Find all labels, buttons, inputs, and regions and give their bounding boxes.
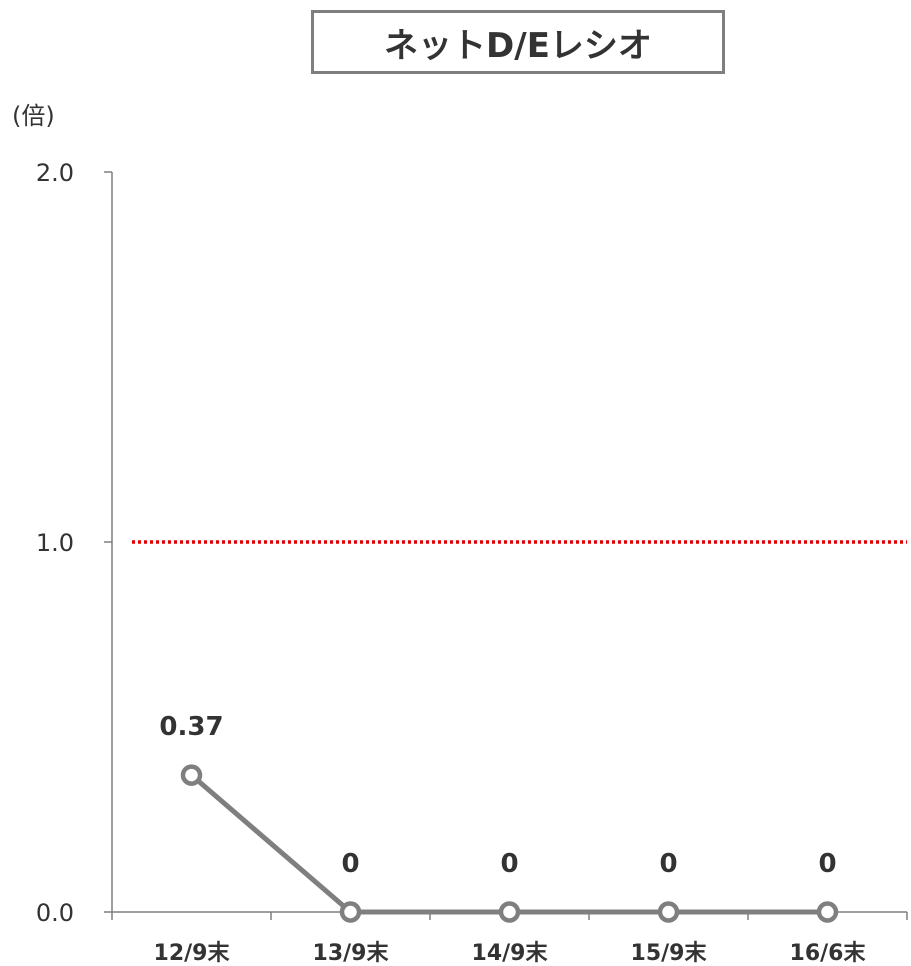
- y-tick-label: 0.0: [36, 899, 74, 927]
- data-point-marker: [816, 901, 839, 923]
- y-tick-label: 2.0: [36, 159, 74, 187]
- x-category-label: 15/9末: [631, 941, 708, 966]
- chart-title: ネットD/Eレシオ: [311, 10, 725, 74]
- x-category-label: 12/9末: [154, 941, 231, 966]
- data-label: 0: [500, 849, 518, 879]
- data-point-marker: [498, 901, 521, 923]
- labels-group: 0.37 0 0 0 0: [159, 712, 836, 879]
- y-tick-label: 1.0: [36, 529, 74, 557]
- series-line: [189, 773, 828, 915]
- data-point-marker: [180, 764, 203, 786]
- axes: 0.0 1.0 2.0 12/9末 13/9末 14/9末 15/9末 16/6末: [36, 159, 908, 966]
- data-label: 0.37: [159, 712, 223, 742]
- x-category-label: 16/6末: [790, 941, 867, 966]
- data-point-marker: [339, 901, 362, 923]
- data-label: 0: [659, 849, 677, 879]
- series-group: [180, 764, 839, 923]
- x-category-label: 13/9末: [313, 941, 390, 966]
- data-label: 0: [818, 849, 836, 879]
- data-point-marker: [657, 901, 680, 923]
- x-category-label: 14/9末: [472, 941, 549, 966]
- data-label: 0: [341, 849, 359, 879]
- y-unit-label: (倍): [12, 102, 55, 130]
